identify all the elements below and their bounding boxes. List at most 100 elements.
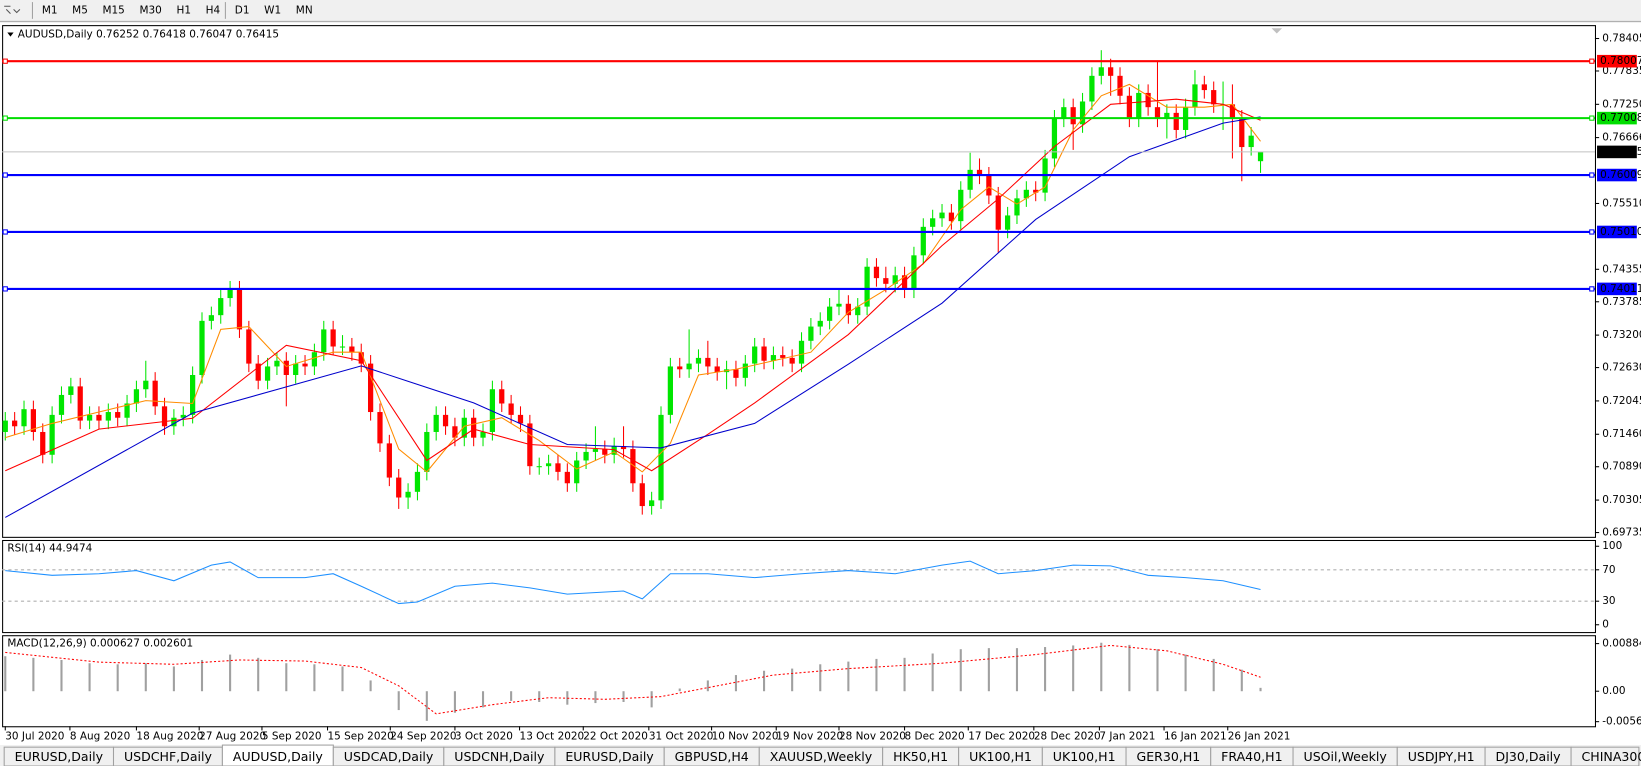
candle-body [967,169,973,190]
level-handle[interactable] [1589,115,1595,121]
candle-body [742,363,748,378]
candle-body [583,451,589,461]
candle-body [367,363,374,413]
candle-body [49,414,55,455]
candle-body [752,346,758,364]
candle-body [190,374,196,415]
candle-body [1023,189,1029,199]
x-tick-label: 24 Sep 2020 [390,731,456,743]
x-tick-label: 19 Nov 2020 [776,731,843,743]
x-tick-label: 31 Oct 2020 [649,731,714,743]
level-handle[interactable] [2,172,8,178]
candle-body [386,443,392,478]
y-tick-label: 0.74355 [1602,263,1641,275]
candle-body [124,403,130,418]
level-handle[interactable] [1589,172,1595,178]
tab-label: CHINA300,H1 [1582,749,1641,764]
tab-label: USDCNH,Daily [454,749,545,764]
x-tick-label: 22 Oct 2020 [583,731,648,743]
candle-body [789,357,795,364]
tab-label: GER30,H1 [1137,749,1201,764]
candle-body [424,431,430,472]
candle-body [639,483,645,507]
candle-body [264,366,271,381]
close: 0.76415 [236,29,279,41]
timeframe-button[interactable]: M15 [103,4,125,16]
timeframe-button[interactable]: D1 [235,4,250,16]
timeframe-button[interactable]: M30 [139,4,161,16]
candle-body [246,329,252,364]
tab-label: USDJPY,H1 [1408,749,1475,764]
candle-body [733,369,739,378]
x-tick-label: 16 Jan 2021 [1164,731,1227,743]
level-handle[interactable] [2,115,8,121]
candle-body [274,360,280,367]
level-handle[interactable] [2,58,8,64]
candle-body [105,412,111,421]
high: 0.76418 [143,29,186,41]
candle-body [396,477,402,498]
candle-body [780,355,786,358]
candle-body [798,340,805,364]
x-tick-label: 27 Aug 2020 [199,731,266,743]
level-handle[interactable] [1589,58,1595,64]
candle-body [293,363,299,375]
candle-body [1211,90,1217,105]
timeframe-button[interactable]: H1 [176,4,191,16]
candle-body [339,346,346,348]
level-label-box [1597,111,1637,125]
candle-body [1070,107,1076,125]
candle-body [667,366,673,415]
candle-body [1173,112,1179,130]
candle-body [161,406,168,427]
rsi-value: 44.9474 [49,542,93,554]
current-price-label: 0.76415 [1600,146,1641,158]
tab-label: DJ30,Daily [1496,749,1562,764]
level-handle[interactable] [1589,286,1595,292]
candle-body [995,195,1001,230]
timeframe-button[interactable]: M1 [42,4,58,16]
timeframe-button[interactable]: M5 [72,4,88,16]
candle-body [442,414,449,427]
candle-body [330,329,336,347]
tab-label: XAUUSD,Weekly [770,749,873,764]
candle-body [480,431,486,438]
candle-body [536,466,542,468]
timeframe-button[interactable]: H4 [206,4,221,16]
candle-body [873,266,880,279]
level-handle[interactable] [2,286,8,292]
price-panel [2,25,1596,538]
candle-body [171,417,177,427]
candle-body [227,289,233,299]
x-tick-label: 10 Nov 2020 [712,731,779,743]
candle-body [574,460,580,484]
toolbar-icon[interactable] [4,5,21,14]
header-arrow[interactable] [7,32,14,37]
tab-label: FRA40,H1 [1221,749,1282,764]
candle-body [714,366,720,373]
tab[interactable] [1570,746,1640,766]
candle-body [920,226,926,256]
candle-body [77,386,83,421]
candle-body [864,266,870,307]
candle-body [958,189,964,222]
timeframe-button[interactable]: MN [296,4,313,16]
price-header: AUDUSD,Daily 0.76252 0.76418 0.76047 0.7… [18,29,279,41]
level-handle[interactable] [1589,229,1595,235]
x-tick-label: 15 Sep 2020 [328,731,394,743]
candle-body [1079,101,1086,125]
y-tick-label: 0.69735 [1602,527,1641,539]
macd-panel [2,635,1596,728]
toolbar [0,0,1641,21]
candle-body [1117,75,1123,96]
level-handle[interactable] [2,229,8,235]
candle-body [1033,189,1039,193]
timeframe-button[interactable]: W1 [264,4,281,16]
y-tick-label: 30 [1602,595,1615,607]
tab-label: USDCHF,Daily [124,749,213,764]
x-tick-label: 26 Jan 2021 [1228,731,1291,743]
